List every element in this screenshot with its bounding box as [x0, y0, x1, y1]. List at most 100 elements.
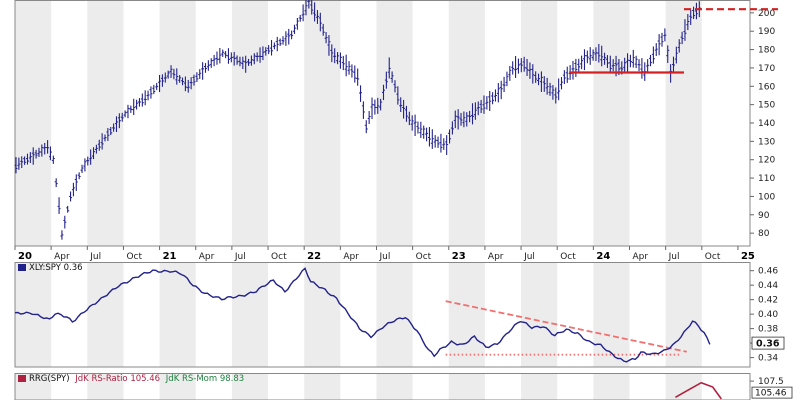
price-bar-35 — [114, 116, 118, 132]
price-bar-198 — [582, 49, 586, 71]
x-tick-label-3: Oct — [126, 252, 142, 262]
price-bar-237 — [694, 2, 698, 20]
legend-label-rrg: RRG(SPY) JdK RS-Ratio 105.46 JdK RS-Mom … — [29, 374, 244, 384]
last-value-label: 0.36 — [756, 339, 780, 350]
price-bar-48 — [152, 84, 156, 95]
price-bar-188 — [554, 87, 558, 104]
y-tick-label-90: 90 — [758, 211, 770, 221]
price-bar-11 — [46, 140, 50, 154]
price-bar-29 — [97, 139, 101, 151]
price-bar-205 — [603, 52, 607, 65]
ratio-y-label-0.38: 0.38 — [758, 325, 778, 335]
price-bar-224 — [657, 34, 661, 56]
price-bar-126 — [376, 97, 380, 114]
shaded-band-2-2 — [87, 373, 124, 400]
price-bar-32 — [106, 128, 110, 141]
price-bar-139 — [413, 114, 417, 137]
legend-label-rs-ratio: JdK RS-Ratio 105.46 — [74, 374, 160, 384]
price-panel: 80 90 100 110 120 130 140 150 160 170 180 190 200 — [14, 0, 778, 240]
price-bar-2 — [20, 156, 24, 169]
price-bar-8 — [37, 147, 41, 157]
price-bar-80 — [244, 55, 248, 73]
price-bar-172 — [508, 65, 512, 81]
rrg-last-value-label: 105.46 — [755, 389, 787, 399]
shaded-band-1-16 — [593, 262, 630, 367]
price-bar-134 — [399, 97, 403, 112]
price-bar-15 — [57, 197, 61, 214]
y-tick-label-130: 130 — [758, 137, 775, 147]
price-bar-225 — [660, 32, 664, 47]
price-bar-153 — [453, 110, 457, 129]
price-bar-109 — [327, 35, 331, 56]
price-bar-152 — [450, 121, 454, 135]
price-bar-128 — [382, 84, 385, 101]
shaded-band-0-2 — [87, 0, 124, 246]
ratio-y-label-0.42: 0.42 — [758, 296, 778, 306]
y-tick-label-110: 110 — [758, 174, 775, 184]
price-bar-106 — [318, 12, 322, 32]
price-bar-65 — [201, 62, 205, 80]
x-tick-label-9: Apr — [343, 252, 359, 262]
price-bar-168 — [496, 83, 500, 103]
y-tick-label-120: 120 — [758, 156, 775, 166]
price-bar-119 — [356, 68, 360, 86]
price-bar-27 — [92, 147, 96, 160]
price-bar-202 — [594, 47, 598, 61]
price-bar-156 — [462, 111, 466, 128]
y-tick-label-160: 160 — [758, 82, 775, 92]
price-bar-227 — [666, 45, 670, 63]
price-bar-94 — [284, 31, 288, 46]
price-bar-13 — [51, 155, 55, 164]
price-bar-112 — [336, 52, 340, 65]
x-axis: 20 Apr Jul Oct 21 Apr Jul Oct 22 Apr Jul Oct 23 Apr Ju… — [14, 246, 755, 262]
price-bar-182 — [537, 73, 541, 86]
ratio-panel: 0.34 0.38 0.40 0.42 0.44 0.46 0.36 — [14, 267, 785, 364]
price-bar-87 — [264, 47, 268, 56]
price-bar-221 — [649, 54, 653, 67]
shaded-band-1-12 — [448, 262, 485, 367]
price-bar-216 — [634, 55, 638, 69]
x-tick-label-11: Oct — [416, 252, 432, 262]
price-bar-19 — [69, 191, 73, 202]
y-tick-label-80: 80 — [758, 229, 770, 239]
legend-swatch-rrg — [18, 375, 26, 382]
price-bar-91 — [275, 36, 279, 52]
y-tick-label-140: 140 — [758, 119, 775, 129]
shaded-band-2-4 — [159, 373, 196, 400]
price-bar-223 — [654, 43, 658, 57]
series-line-rs-ratio — [675, 381, 722, 400]
price-bar-187 — [551, 85, 555, 100]
price-bar-141 — [419, 121, 423, 139]
price-bar-84 — [255, 52, 259, 62]
price-bar-22 — [77, 172, 81, 180]
price-bar-136 — [404, 105, 408, 122]
price-bar-85 — [258, 47, 262, 63]
price-bar-17 — [63, 215, 67, 229]
panel-frame-2 — [14, 373, 751, 400]
price-bar-5 — [28, 152, 32, 163]
price-bar-43 — [137, 98, 141, 107]
rrg-last-value-box — [751, 386, 793, 399]
x-tick-label-19: Oct — [705, 252, 721, 262]
price-bar-226 — [663, 28, 667, 42]
price-bar-124 — [370, 97, 374, 120]
price-bar-122 — [364, 120, 368, 134]
price-bar-88 — [267, 45, 271, 55]
shaded-band-1-10 — [376, 262, 413, 367]
price-bar-191 — [562, 70, 566, 85]
price-bar-180 — [531, 64, 535, 84]
price-bar-57 — [178, 75, 182, 83]
rrg-panel-legend: RRG(SPY) JdK RS-Ratio 105.46 JdK RS-Mom … — [18, 374, 244, 384]
price-bar-3 — [23, 156, 27, 165]
rrg-panel: 107.5 105.46 — [675, 377, 793, 400]
price-bar-34 — [112, 123, 116, 132]
shaded-band-2-10 — [376, 373, 413, 400]
x-tick-label-6: Jul — [234, 252, 246, 262]
series-line-xly-spy — [14, 267, 711, 363]
price-bar-170 — [502, 76, 506, 93]
price-bar-192 — [565, 66, 569, 83]
shaded-band-0-8 — [304, 0, 341, 246]
price-bar-111 — [333, 48, 337, 64]
shaded-band-0-16 — [593, 0, 630, 246]
